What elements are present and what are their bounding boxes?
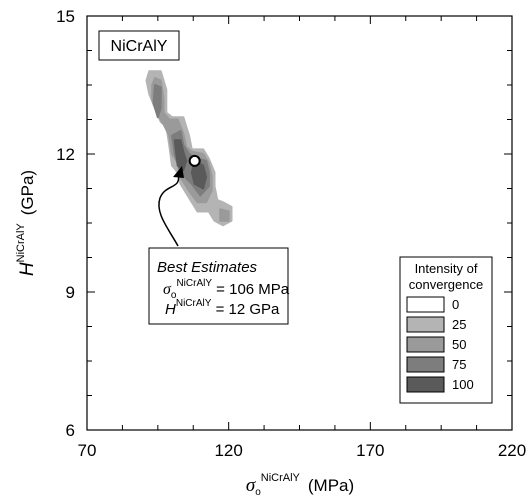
contour-region-50 xyxy=(219,208,230,222)
legend-swatch xyxy=(406,296,445,313)
annotation-heading: Best Estimates xyxy=(157,259,258,276)
legend-label: 75 xyxy=(452,357,466,372)
legend-label: 100 xyxy=(452,377,474,392)
legend-swatch xyxy=(406,336,445,353)
y-tick-label: 6 xyxy=(66,421,75,440)
legend-label: 0 xyxy=(452,297,459,312)
annotation-sigma-line: σoNiCrAlY = 106 MPa xyxy=(163,278,290,301)
x-tick-label: 170 xyxy=(356,441,384,460)
legend-swatch xyxy=(406,356,445,373)
contour-region-100 xyxy=(173,139,188,172)
contour-region-100 xyxy=(190,159,207,190)
annotation-h-line: HNiCrAlY = 12 GPa xyxy=(165,298,280,318)
y-tick-label: 15 xyxy=(56,7,75,26)
annotation-box xyxy=(148,247,289,325)
x-tick-label: 120 xyxy=(214,441,242,460)
legend: Intensity of convergence 0 25 50 75 100 xyxy=(399,256,493,404)
title-box xyxy=(98,30,180,61)
legend-title-line1: Intensity of xyxy=(415,261,478,276)
y-axis-label: HNiCrAlY(GPa) xyxy=(15,170,38,276)
y-tick-label: 9 xyxy=(66,283,75,302)
annotation-arrowhead xyxy=(173,166,184,178)
y-tick-label: 12 xyxy=(56,145,75,164)
legend-label: 50 xyxy=(452,337,466,352)
x-axis-label: σoNiCrAlY (MPa) xyxy=(246,472,354,498)
contour-region-75 xyxy=(152,84,162,119)
annotation-arrow xyxy=(158,172,180,247)
contour-layer xyxy=(145,70,233,227)
legend-label: 25 xyxy=(452,317,466,332)
legend-title-line2: convergence xyxy=(409,277,483,292)
axis-tick-labels: 70 120 170 220 6 9 12 15 xyxy=(56,7,526,460)
chart-title: NiCrAlY xyxy=(111,38,168,55)
legend-swatch xyxy=(406,316,445,333)
best-estimate-point xyxy=(188,154,201,167)
legend-entries: 0 25 50 75 100 xyxy=(406,296,474,393)
legend-swatch xyxy=(406,376,445,393)
axis-ticks xyxy=(86,15,513,431)
x-tick-label: 220 xyxy=(498,441,526,460)
x-tick-label: 70 xyxy=(78,441,97,460)
